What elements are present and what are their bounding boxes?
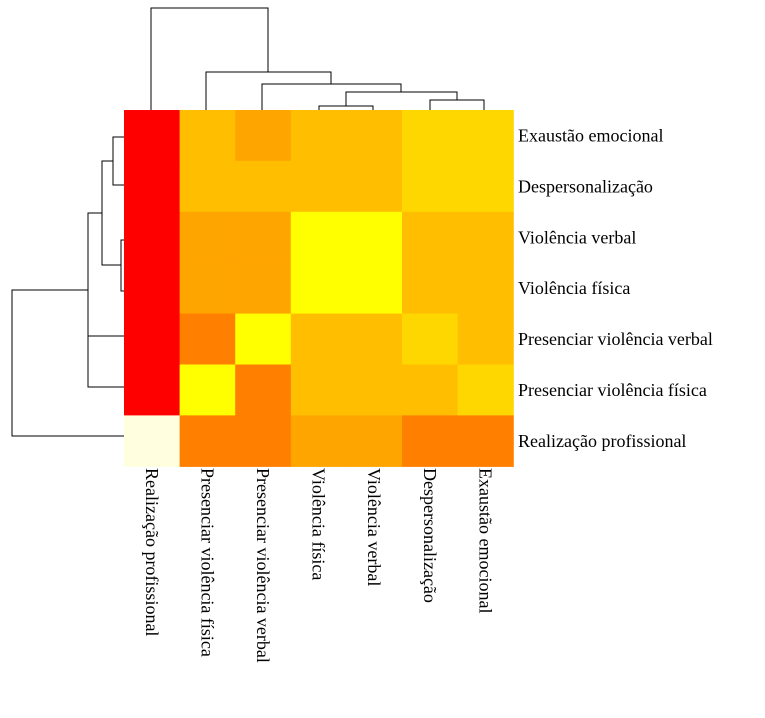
heatmap-cell xyxy=(290,313,347,366)
heatmap-cell xyxy=(346,313,403,366)
heatmap-cell xyxy=(346,415,403,467)
row-dendro-branch xyxy=(101,160,121,266)
heatmap-cell xyxy=(402,415,459,467)
column-dendrogram xyxy=(150,7,485,110)
heatmap-cell xyxy=(179,415,236,467)
heatmap-cell xyxy=(402,160,459,213)
heatmap-cell xyxy=(457,110,514,162)
row-label: Presenciar violência física xyxy=(518,380,707,400)
row-dendro-branch xyxy=(112,136,124,186)
heatmap-cell xyxy=(124,160,181,213)
column-label: Violência verbal xyxy=(364,468,384,586)
column-label: Violência física xyxy=(309,468,329,580)
row-label: Realização profissional xyxy=(518,431,686,451)
heatmap-cell xyxy=(402,313,459,366)
heatmap-cell xyxy=(124,415,181,467)
heatmap-cell xyxy=(179,262,236,315)
heatmap-cell xyxy=(457,364,514,416)
col-dendro-branch xyxy=(150,7,269,110)
row-label: Presenciar violência verbal xyxy=(518,329,713,349)
column-label: Realização profissional xyxy=(142,468,162,636)
heatmap-cell xyxy=(457,262,514,315)
heatmap-cell xyxy=(235,415,292,467)
heatmap-cell xyxy=(346,160,403,213)
column-label: Exaustão emocional xyxy=(475,468,495,613)
heatmap-cell xyxy=(179,211,236,264)
heatmap-cell xyxy=(346,211,403,264)
heatmap-cells xyxy=(124,110,514,467)
col-dendro-branch xyxy=(345,91,458,106)
heatmap-cell xyxy=(179,364,236,416)
heatmap-cell xyxy=(402,110,459,162)
heatmap-cell xyxy=(235,160,292,213)
heatmap-cell xyxy=(290,211,347,264)
heatmap-cell xyxy=(457,313,514,366)
row-dendro-branch xyxy=(87,335,124,388)
heatmap-cell xyxy=(235,211,292,264)
row-label: Exaustão emocional xyxy=(518,125,663,145)
heatmap-cell xyxy=(346,364,403,416)
row-labels: Exaustão emocional Despersonalização Violê… xyxy=(518,125,713,450)
row-dendro-branch xyxy=(87,212,102,361)
heatmap-cell xyxy=(124,211,181,264)
heatmap-cell xyxy=(235,262,292,315)
row-label: Violência física xyxy=(518,278,630,298)
heatmap-cell xyxy=(290,110,347,162)
heatmap-cell xyxy=(402,211,459,264)
heatmap-cell xyxy=(290,262,347,315)
heatmap-cell xyxy=(179,160,236,213)
heatmap-cell xyxy=(457,415,514,467)
heatmap-cell xyxy=(124,262,181,315)
heatmap-cell xyxy=(290,415,347,467)
row-label: Despersonalização xyxy=(518,176,653,196)
row-dendro-branch xyxy=(11,289,124,437)
heatmap-cell xyxy=(402,262,459,315)
heatmap-cell xyxy=(346,110,403,162)
row-label: Violência verbal xyxy=(518,227,636,247)
heatmap-cell xyxy=(124,313,181,366)
column-label: Presenciar violência física xyxy=(197,468,217,657)
heatmap-cell xyxy=(124,364,181,416)
column-labels: Realização profissional Presenciar violên… xyxy=(142,468,496,663)
column-label: Despersonalização xyxy=(420,468,440,603)
heatmap-cell xyxy=(179,110,236,162)
heatmap-cell xyxy=(290,364,347,416)
heatmap-cell xyxy=(235,313,292,366)
col-dendro-branch xyxy=(429,99,485,110)
column-label: Presenciar violência verbal xyxy=(253,468,273,663)
heatmap-cell xyxy=(235,110,292,162)
heatmap-cell xyxy=(235,364,292,416)
heatmap-cell xyxy=(402,364,459,416)
heatmap-cell xyxy=(290,160,347,213)
heatmap-cell xyxy=(346,262,403,315)
col-dendro-branch xyxy=(205,71,332,110)
heatmap-cell xyxy=(179,313,236,366)
heatmap-cell xyxy=(457,160,514,213)
row-dendro-branch xyxy=(120,239,124,292)
row-dendrogram xyxy=(11,136,124,437)
col-dendro-branch xyxy=(318,105,374,110)
heatmap-cell xyxy=(457,211,514,264)
heatmap-cell xyxy=(124,110,181,162)
